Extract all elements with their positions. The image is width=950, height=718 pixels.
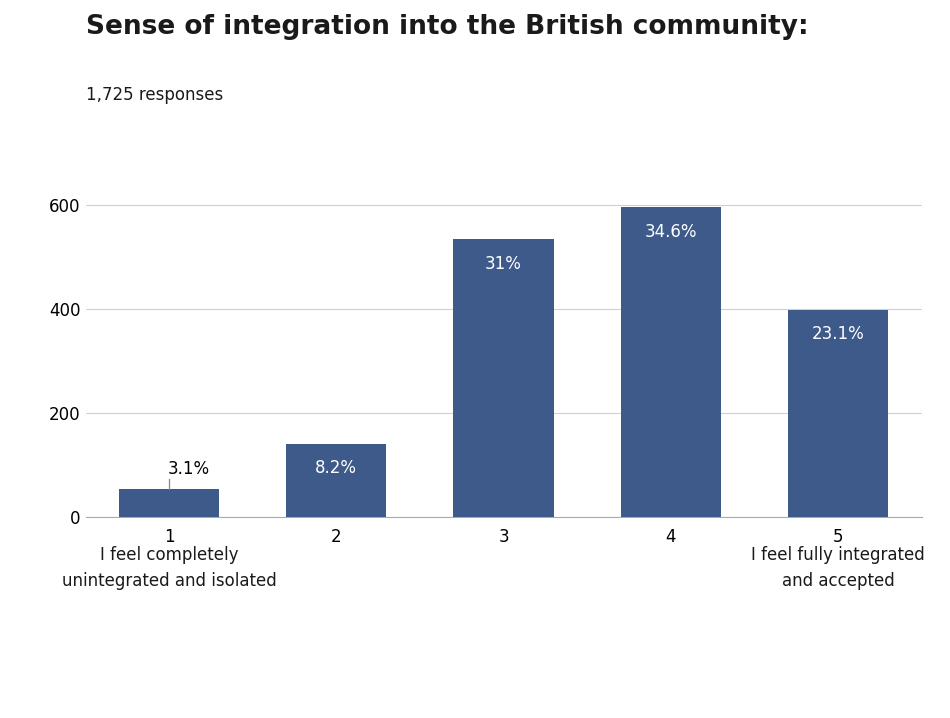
Text: 34.6%: 34.6%	[644, 223, 697, 241]
Text: 31%: 31%	[485, 255, 522, 273]
Text: 8.2%: 8.2%	[315, 460, 357, 477]
Text: 23.1%: 23.1%	[811, 325, 864, 343]
Text: 1,725 responses: 1,725 responses	[86, 86, 222, 104]
Text: I feel fully integrated
and accepted: I feel fully integrated and accepted	[751, 546, 924, 590]
Text: Sense of integration into the British community:: Sense of integration into the British co…	[86, 14, 808, 40]
Bar	[286, 444, 387, 517]
Bar	[620, 207, 721, 517]
Text: I feel completely
unintegrated and isolated: I feel completely unintegrated and isola…	[62, 546, 276, 590]
Bar	[453, 239, 554, 517]
Bar	[119, 490, 219, 517]
Bar	[788, 309, 888, 517]
Text: 3.1%: 3.1%	[168, 460, 210, 478]
